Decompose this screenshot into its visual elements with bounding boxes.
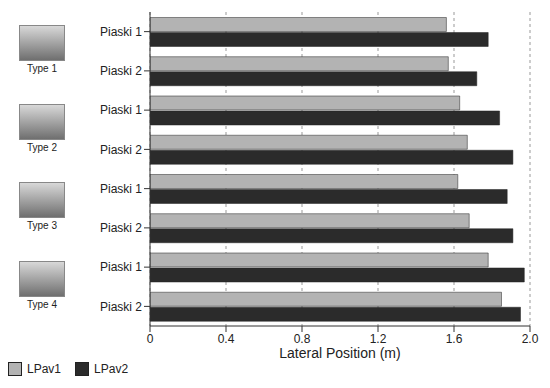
html-text:LPav1: LPav1 [27,362,61,376]
svg-text:2.0: 2.0 [522,332,539,346]
svg-text:1.6: 1.6 [446,332,463,346]
svg-text:0: 0 [147,332,154,346]
svg-text:Piaski 1: Piaski 1 [100,182,142,196]
svg-text:Lateral Position (m): Lateral Position (m) [279,345,400,361]
html-text:Type 1: Type 1 [27,63,57,75]
html-text:LPav2: LPav2 [94,362,129,376]
svg-text:Piaski 2: Piaski 2 [100,64,142,78]
html-text:Type 3: Type 3 [27,220,57,232]
svg-text:Piaski 1: Piaski 1 [100,103,142,117]
svg-text:0.4: 0.4 [218,332,235,346]
svg-text:Piaski 2: Piaski 2 [100,221,142,235]
svg-text:Piaski 1: Piaski 1 [100,260,142,274]
svg-text:Piaski 1: Piaski 1 [100,25,142,39]
html-text:Type 4: Type 4 [27,298,57,310]
svg-text:1.2: 1.2 [370,332,387,346]
svg-text:Piaski 2: Piaski 2 [100,143,142,157]
svg-text:0.8: 0.8 [294,332,311,346]
html-text:Type 2: Type 2 [27,141,57,153]
svg-text:Piaski 2: Piaski 2 [100,300,142,314]
